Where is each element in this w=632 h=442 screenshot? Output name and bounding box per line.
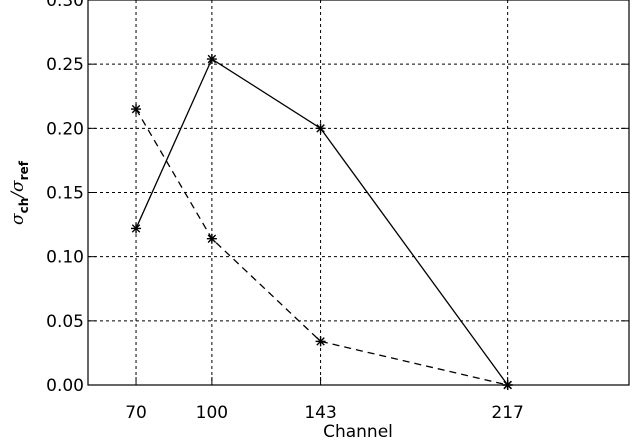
y-label-sub-ch: ch bbox=[17, 198, 31, 214]
data-point-marker bbox=[206, 54, 217, 65]
y-label-sub-ref: ref bbox=[17, 160, 31, 180]
y-axis-label: σch/σref bbox=[8, 160, 31, 225]
data-point-marker bbox=[315, 123, 326, 134]
data-point-marker bbox=[315, 336, 326, 347]
marker-stroke bbox=[503, 380, 512, 390]
series-layer bbox=[131, 54, 513, 390]
data-point-marker bbox=[206, 233, 217, 244]
y-tick-label: 0.05 bbox=[46, 312, 84, 332]
series-line-2 bbox=[135, 108, 508, 386]
data-point-marker bbox=[131, 223, 142, 234]
y-tick-label: 0.00 bbox=[46, 376, 84, 396]
y-label-sep: /σ bbox=[8, 180, 28, 200]
marker-stroke bbox=[316, 124, 325, 133]
grid bbox=[88, 0, 629, 385]
marker-stroke bbox=[131, 224, 141, 233]
marker-stroke bbox=[316, 337, 325, 346]
x-tick-label: 70 bbox=[125, 403, 147, 423]
marker-stroke bbox=[131, 104, 141, 114]
x-axis-label: Channel bbox=[323, 422, 393, 442]
series-line-1 bbox=[135, 58, 509, 386]
x-tick-label: 100 bbox=[196, 403, 228, 423]
y-tick-label: 0.25 bbox=[46, 55, 84, 75]
marker-stroke bbox=[207, 234, 217, 243]
y-tick-label: 0.10 bbox=[46, 248, 84, 268]
data-point-marker bbox=[131, 104, 142, 115]
y-tick-label: 0.15 bbox=[46, 184, 84, 204]
ticks bbox=[88, 0, 629, 386]
svg-text:σch/σref: σch/σref bbox=[8, 160, 31, 225]
y-label-sigma: σ bbox=[8, 213, 28, 225]
x-tick-label: 143 bbox=[304, 403, 336, 423]
data-point-marker bbox=[502, 380, 513, 390]
tick-labels: 0.00 0.05 0.10 0.15 0.20 0.25 0.30 70 100 143 217 bbox=[46, 0, 524, 423]
y-tick-label: 0.30 bbox=[46, 0, 84, 11]
marker-stroke bbox=[207, 54, 217, 64]
x-tick-label: 217 bbox=[491, 403, 523, 423]
y-tick-label: 0.20 bbox=[46, 119, 84, 139]
